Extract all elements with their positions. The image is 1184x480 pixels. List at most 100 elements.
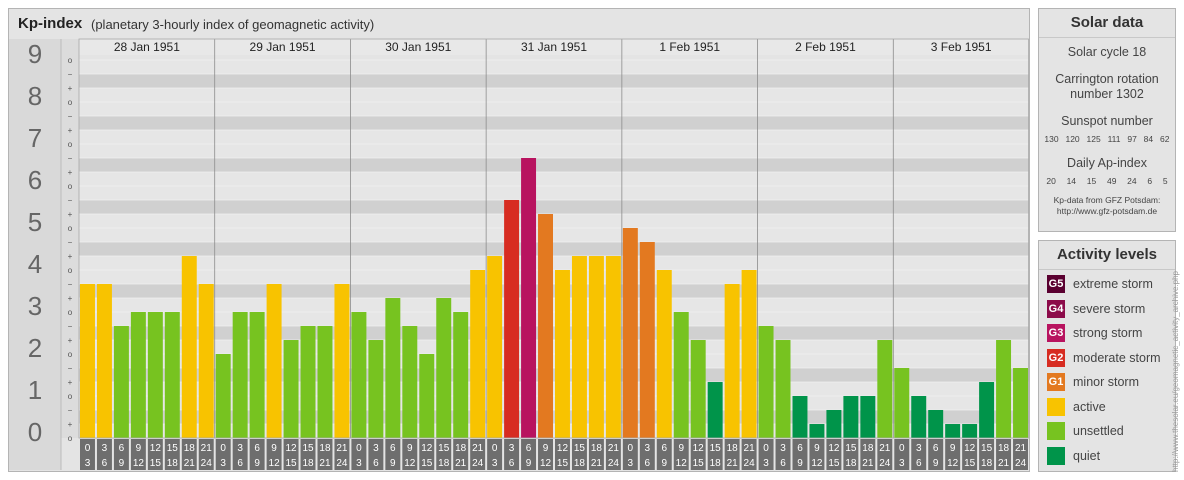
interval-start-label: 18 xyxy=(862,443,874,454)
interval-box xyxy=(266,439,282,470)
interval-end-label: 3 xyxy=(899,458,905,469)
sub-tick-label: + xyxy=(68,210,73,219)
interval-end-label: 24 xyxy=(336,458,348,469)
y-tick-label: 8 xyxy=(28,81,42,111)
legend-label: extreme storm xyxy=(1073,277,1153,291)
interval-start-label: 15 xyxy=(574,443,586,454)
sunspot-value: 120 xyxy=(1065,134,1080,144)
sunspot-value: 84 xyxy=(1143,134,1154,144)
interval-start-label: 21 xyxy=(336,443,348,454)
interval-box xyxy=(181,439,197,470)
interval-start-label: 6 xyxy=(390,443,396,454)
interval-start-label: 6 xyxy=(526,443,532,454)
interval-box xyxy=(470,439,486,470)
interval-box xyxy=(487,439,503,470)
legend-swatch xyxy=(1047,422,1065,440)
kp-bar xyxy=(826,409,842,438)
kp-bar xyxy=(436,298,452,438)
interval-start-label: 0 xyxy=(763,443,769,454)
interval-start-label: 0 xyxy=(492,443,498,454)
interval-end-label: 9 xyxy=(254,458,260,469)
interval-box xyxy=(860,439,876,470)
interval-start-label: 21 xyxy=(201,443,213,454)
sub-tick-label: o xyxy=(68,308,73,317)
interval-start-label: 21 xyxy=(1015,443,1027,454)
kp-bar xyxy=(588,256,604,438)
interval-start-label: 18 xyxy=(455,443,467,454)
legend-swatch: G1 xyxy=(1047,373,1065,391)
sunspot-label: Sunspot number xyxy=(1061,114,1153,128)
kp-bar xyxy=(945,424,961,438)
sub-tick-label: o xyxy=(68,140,73,149)
interval-end-label: 15 xyxy=(150,458,162,469)
interval-start-label: 6 xyxy=(933,443,939,454)
chart-subtitle: (planetary 3-hourly index of geomagnetic… xyxy=(91,17,375,32)
kp-bar xyxy=(521,157,537,438)
sub-tick-label: − xyxy=(68,112,73,121)
interval-end-label: 12 xyxy=(811,458,823,469)
interval-start-label: 3 xyxy=(509,443,515,454)
interval-start-label: 12 xyxy=(557,443,569,454)
interval-box xyxy=(707,439,723,470)
y-tick-label: 7 xyxy=(28,123,42,153)
solar-data-title: Solar data xyxy=(1039,9,1175,38)
kp-bar xyxy=(334,283,350,438)
ap-index-values: 20 14 15 49 24 6 5 xyxy=(1039,176,1175,186)
interval-box xyxy=(198,439,214,470)
ap-value: 20 xyxy=(1046,176,1056,186)
kp-bar xyxy=(758,325,774,438)
interval-box xyxy=(436,439,452,470)
interval-box xyxy=(843,439,859,470)
credit-link[interactable]: http://www.thesolar.eu/geomagnetic_activ… xyxy=(1171,270,1180,472)
chart-title: Kp-index xyxy=(18,15,83,32)
interval-box xyxy=(724,439,740,470)
kp-bar xyxy=(911,396,927,438)
interval-start-label: 9 xyxy=(950,443,956,454)
interval-box xyxy=(1013,439,1028,470)
interval-box xyxy=(164,439,180,470)
source-link[interactable]: http://www.gfz-potsdam.de xyxy=(1056,206,1158,216)
sub-tick-label: − xyxy=(68,406,73,415)
y-tick-label: 2 xyxy=(28,333,42,363)
interval-end-label: 3 xyxy=(356,458,362,469)
legend-item: unsettled xyxy=(1047,421,1124,441)
interval-end-label: 12 xyxy=(540,458,552,469)
kp-bar xyxy=(962,424,978,438)
interval-start-label: 9 xyxy=(543,443,549,454)
legend-item: active xyxy=(1047,397,1106,417)
kp-bar xyxy=(300,325,316,438)
interval-start-label: 6 xyxy=(254,443,260,454)
interval-end-label: 12 xyxy=(269,458,281,469)
legend-item: G1 minor storm xyxy=(1047,372,1139,392)
y-tick-label: 9 xyxy=(28,39,42,69)
interval-start-label: 21 xyxy=(608,443,620,454)
interval-start-label: 18 xyxy=(184,443,196,454)
ap-value: 49 xyxy=(1106,176,1117,186)
kp-bar xyxy=(385,298,401,438)
interval-start-label: 6 xyxy=(797,443,803,454)
source-line-1: Kp-data from GFZ Potsdam: xyxy=(1053,195,1161,205)
kp-bar xyxy=(860,396,876,438)
kp-bar xyxy=(368,340,384,438)
kp-bar-chart: 0123456789o+−o+−o+−o+−o+−o+−o+−o+−o+−o28… xyxy=(9,38,1029,470)
legend-label: unsettled xyxy=(1073,424,1124,438)
kp-bar xyxy=(979,382,995,438)
interval-end-label: 3 xyxy=(628,458,634,469)
interval-end-label: 18 xyxy=(574,458,586,469)
day-label: 29 Jan 1951 xyxy=(250,40,316,54)
interval-end-label: 21 xyxy=(591,458,603,469)
interval-box xyxy=(605,439,621,470)
interval-box xyxy=(555,439,570,470)
legend-label: active xyxy=(1073,399,1106,414)
sunspot-value: 125 xyxy=(1086,134,1101,144)
kp-bar xyxy=(809,424,825,438)
interval-end-label: 24 xyxy=(472,458,484,469)
kp-bar xyxy=(928,409,944,438)
interval-end-label: 18 xyxy=(438,458,450,469)
interval-end-label: 6 xyxy=(102,458,108,469)
interval-end-label: 18 xyxy=(710,458,722,469)
interval-end-label: 6 xyxy=(373,458,379,469)
legend-swatch: G2 xyxy=(1047,348,1065,367)
interval-end-label: 3 xyxy=(220,458,226,469)
kp-bar xyxy=(402,325,418,438)
